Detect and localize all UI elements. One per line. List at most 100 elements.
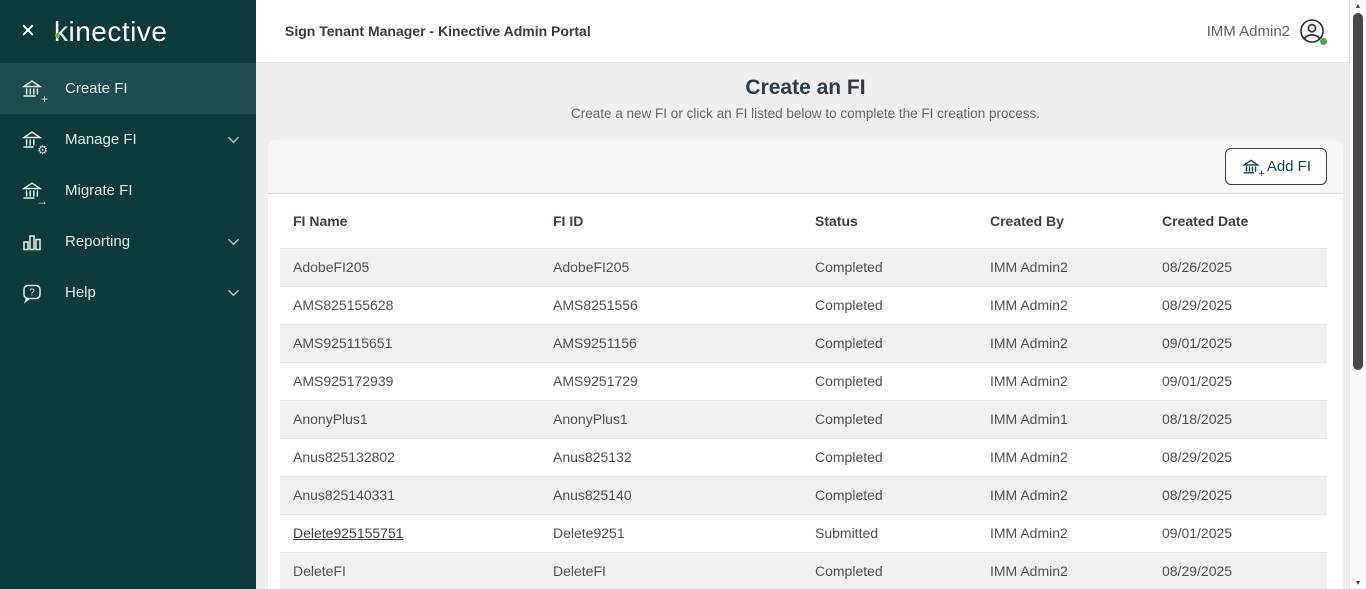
- bar-chart-icon: [20, 230, 44, 254]
- sidebar-item-label: Manage FI: [65, 131, 137, 148]
- fi-id-cell: AMS8251556: [553, 297, 638, 313]
- user-avatar-icon[interactable]: [1298, 17, 1327, 45]
- table-row: DeleteFI DeleteFI Completed IMM Admin2 08/29…: [280, 552, 1327, 589]
- fi-name-cell[interactable]: Anus825132802: [293, 449, 395, 465]
- page-title: Create an FI: [745, 76, 866, 99]
- created-date-cell: 08/18/2025: [1162, 411, 1233, 427]
- vertical-scrollbar[interactable]: ▲ ▼: [1349, 0, 1366, 589]
- logo-text: kinective: [54, 15, 168, 47]
- plus-badge-icon: +: [40, 91, 48, 106]
- sidebar-item-reporting[interactable]: Reporting: [0, 216, 256, 267]
- status-cell: Completed: [815, 487, 883, 503]
- close-icon[interactable]: ✕: [20, 20, 36, 42]
- sidebar-item-create-fi[interactable]: + Create FI: [0, 63, 256, 114]
- created-by-cell: IMM Admin2: [990, 297, 1068, 313]
- content: Create an FI Create a new FI or click an…: [256, 63, 1366, 589]
- logo-green-dot: [55, 32, 60, 38]
- status-cell: Submitted: [815, 525, 879, 541]
- created-date-cell: 09/01/2025: [1162, 373, 1233, 389]
- table-row: Anus825140331 Anus825140 Completed IMM Admi…: [280, 476, 1327, 514]
- created-by-cell: IMM Admin1: [990, 411, 1068, 427]
- card-toolbar: + Add FI: [268, 140, 1343, 194]
- table-row: AMS925172939 AMS9251729 Completed IMM Admin…: [280, 362, 1327, 400]
- fi-id-cell: DeleteFI: [553, 563, 606, 580]
- main-area: Sign Tenant Manager - Kinective Admin Po…: [256, 0, 1366, 589]
- chevron-down-icon: [227, 235, 240, 248]
- bank-plus-icon: +: [20, 77, 48, 105]
- page-subtitle: Create a new FI or click an FI listed be…: [571, 106, 1040, 121]
- created-by-cell: IMM Admin2: [990, 563, 1068, 580]
- status-cell: Completed: [815, 259, 883, 275]
- fi-name-link[interactable]: Delete925155751: [293, 525, 404, 541]
- sidebar-header: ✕ kinective: [0, 0, 256, 63]
- gear-badge-icon: ⚙: [37, 142, 48, 157]
- bank-gear-icon: ⚙: [20, 128, 48, 156]
- fi-id-cell: Anus825132: [553, 449, 632, 465]
- status-cell: Completed: [815, 411, 883, 427]
- table-row: AMS825155628 AMS8251556 Completed IMM Admin…: [280, 286, 1327, 324]
- fi-name-cell[interactable]: AMS925115651: [293, 335, 393, 351]
- sidebar: ✕ kinective + Create FI: [0, 0, 256, 589]
- table-row: Anus825132802 Anus825132 Completed IMM Admi…: [280, 438, 1327, 476]
- sidebar-item-manage-fi[interactable]: ⚙ Manage FI: [0, 114, 256, 165]
- col-header-fi-id: FI ID: [553, 212, 584, 229]
- arrow-badge-icon: →: [36, 193, 48, 208]
- table-row: AnonyPlus1 AnonyPlus1 Completed IMM Admin1 0…: [280, 400, 1327, 438]
- table-row: AMS925115651 AMS9251156 Completed IMM Admin…: [280, 324, 1327, 362]
- chevron-down-icon: [227, 286, 240, 299]
- col-header-created-by: Created By: [990, 212, 1064, 229]
- scroll-down-arrow[interactable]: ▼: [1354, 579, 1362, 587]
- fi-id-cell: AnonyPlus1: [553, 411, 628, 427]
- fi-name-cell[interactable]: DeleteFI: [293, 563, 346, 580]
- fi-id-cell: AMS9251156: [553, 335, 637, 351]
- fi-id-cell: AdobeFI205: [553, 259, 630, 275]
- fi-name-cell[interactable]: AMS925172939: [293, 373, 394, 389]
- fi-id-cell: Delete9251: [553, 525, 625, 541]
- help-bubble-icon: ?: [20, 281, 44, 305]
- sidebar-item-help[interactable]: ? Help: [0, 267, 256, 318]
- fi-name-cell[interactable]: AMS825155628: [293, 297, 394, 313]
- col-header-fi-name: FI Name: [293, 212, 348, 229]
- plus-badge-icon: +: [1258, 167, 1265, 180]
- created-by-cell: IMM Admin2: [990, 525, 1068, 541]
- created-by-cell: IMM Admin2: [990, 449, 1068, 465]
- created-date-cell: 08/29/2025: [1162, 297, 1233, 313]
- fi-id-cell: AMS9251729: [553, 373, 638, 389]
- sidebar-item-label: Help: [65, 284, 96, 301]
- fi-name-cell[interactable]: AnonyPlus1: [293, 411, 368, 427]
- fi-name-cell[interactable]: Anus825140331: [293, 487, 395, 503]
- fi-name-cell[interactable]: AdobeFI205: [293, 259, 370, 275]
- sidebar-item-label: Create FI: [65, 80, 128, 97]
- sidebar-nav: + Create FI ⚙ Manage FI: [0, 63, 256, 318]
- bank-plus-icon: +: [1241, 157, 1265, 180]
- portal-title: Sign Tenant Manager - Kinective Admin Po…: [285, 23, 591, 39]
- user-name: IMM Admin2: [1206, 22, 1290, 40]
- created-by-cell: IMM Admin2: [990, 373, 1068, 389]
- svg-text:?: ?: [29, 287, 35, 298]
- kinective-logo: kinective: [54, 15, 168, 47]
- topbar: Sign Tenant Manager - Kinective Admin Po…: [256, 0, 1366, 63]
- fi-list-card: + Add FI FI Name FI ID Status Created By: [268, 140, 1343, 589]
- scroll-up-arrow[interactable]: ▲: [1354, 2, 1362, 10]
- sidebar-item-label: Reporting: [65, 233, 131, 250]
- status-cell: Completed: [815, 563, 883, 580]
- table-header-row: FI Name FI ID Status Created By Created …: [280, 194, 1327, 248]
- add-fi-label: Add FI: [1266, 158, 1311, 175]
- fi-name-cell: Delete925155751: [280, 514, 540, 552]
- created-date-cell: 09/01/2025: [1162, 525, 1233, 541]
- fi-table-body: AdobeFI205 AdobeFI205 Completed IMM Admin2 0…: [280, 248, 1327, 589]
- scrollbar-thumb[interactable]: [1353, 13, 1363, 370]
- status-cell: Completed: [815, 335, 883, 351]
- status-cell: Completed: [815, 449, 883, 465]
- created-by-cell: IMM Admin2: [990, 259, 1068, 275]
- add-fi-button[interactable]: + Add FI: [1224, 148, 1327, 185]
- created-by-cell: IMM Admin2: [990, 335, 1068, 351]
- created-by-cell: IMM Admin2: [990, 487, 1068, 503]
- chevron-down-icon: [227, 133, 240, 146]
- bank-arrow-icon: →: [20, 179, 48, 207]
- online-status-dot: [1320, 38, 1327, 45]
- sidebar-item-migrate-fi[interactable]: → Migrate FI: [0, 165, 256, 216]
- created-date-cell: 08/29/2025: [1162, 449, 1233, 465]
- table-row: AdobeFI205 AdobeFI205 Completed IMM Admin2 0…: [280, 248, 1327, 286]
- created-date-cell: 08/29/2025: [1162, 563, 1233, 580]
